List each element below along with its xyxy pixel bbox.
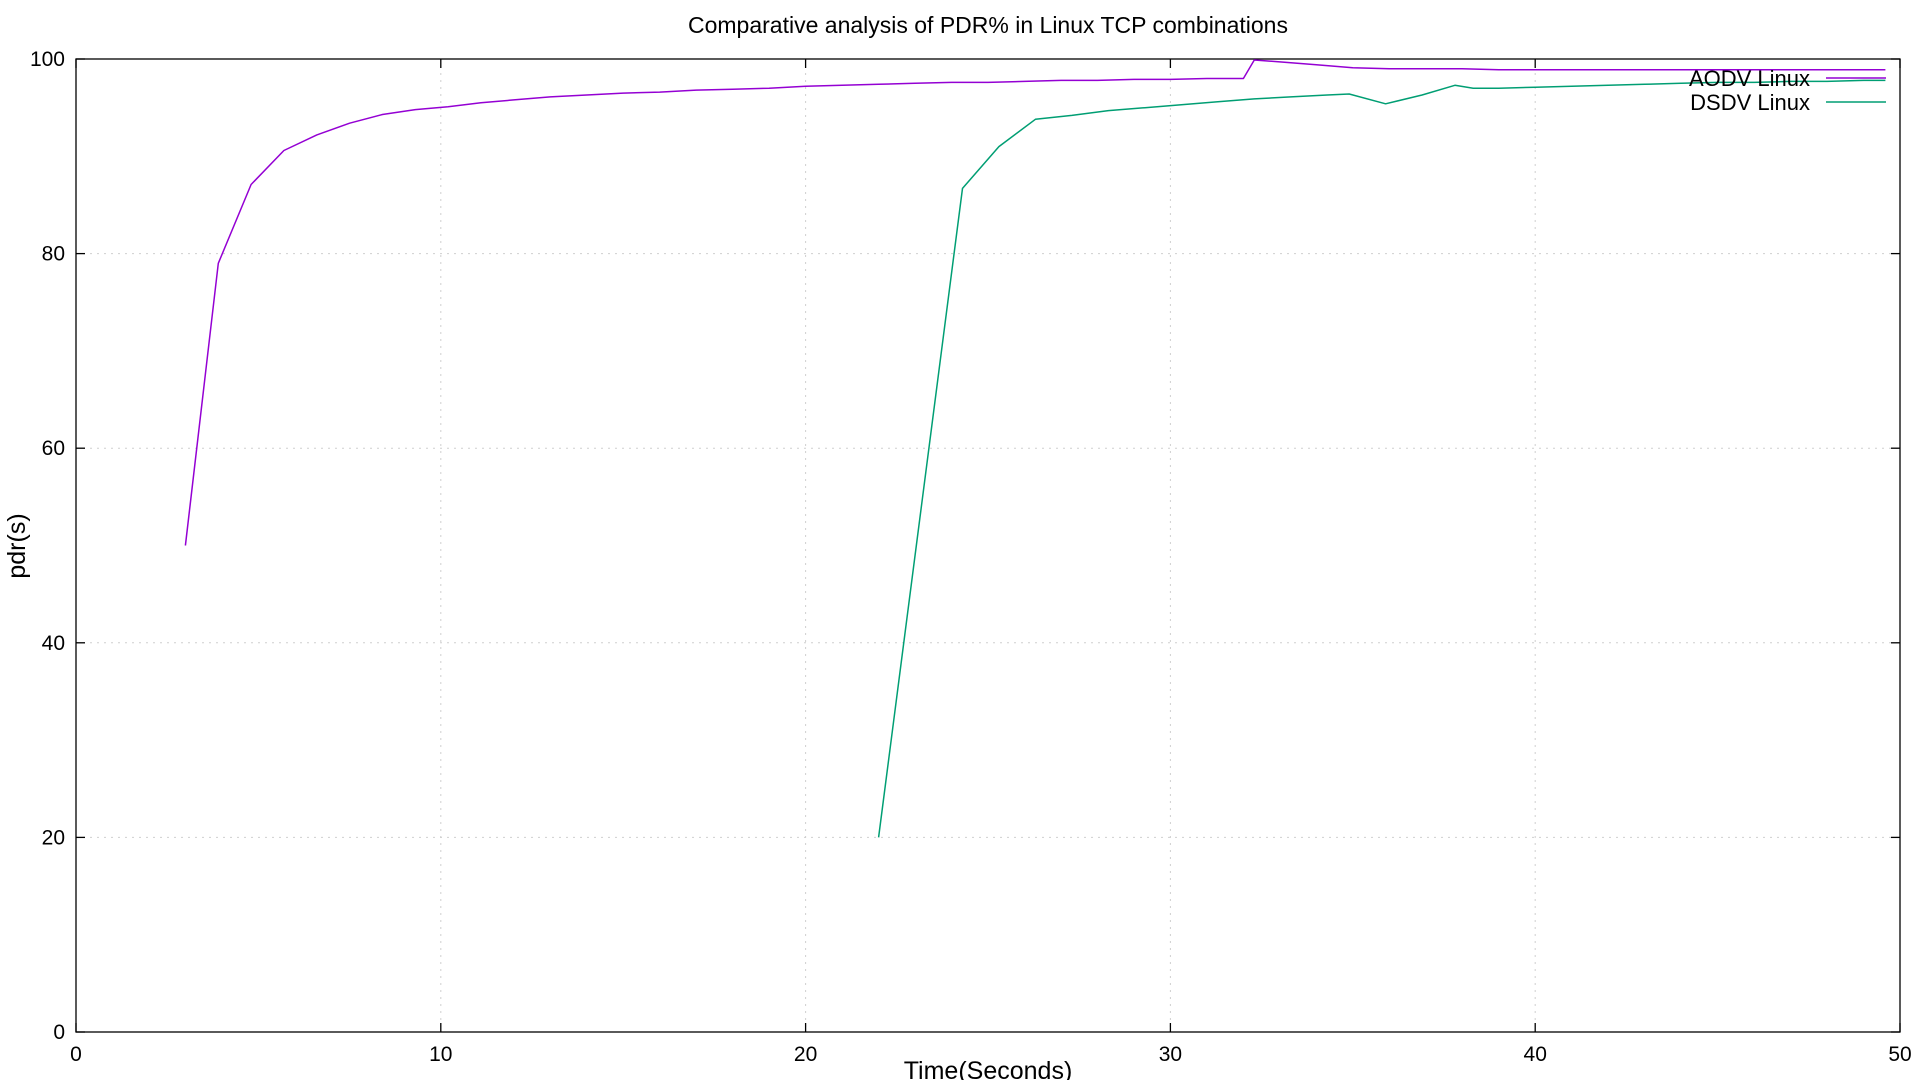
x-tick-label: 20	[794, 1043, 817, 1066]
plot-frame	[75, 58, 1901, 1033]
axis-ticks: 0 10 20 30 40 50 0 20 40 60 80 100	[30, 48, 1912, 1066]
series-line-aodv-linux	[184, 59, 1886, 546]
legend-label: DSDV Linux	[1690, 90, 1810, 115]
y-axis-label: pdr(s)	[3, 513, 31, 578]
y-tick-label: 0	[53, 1021, 65, 1044]
chart-title: Comparative analysis of PDR% in Linux TC…	[688, 12, 1288, 38]
y-tick-label: 40	[42, 632, 65, 655]
x-tick-label: 10	[429, 1043, 452, 1066]
x-tick-label: 30	[1159, 1043, 1182, 1066]
y-tick-label: 60	[42, 437, 65, 460]
grid	[76, 59, 1900, 1032]
x-tick-label: 0	[70, 1043, 82, 1066]
y-tick-label: 80	[42, 243, 65, 266]
legend-label: AODV Linux	[1689, 66, 1810, 91]
y-tick-label: 20	[42, 826, 65, 849]
series-lines	[184, 59, 1886, 838]
series-line-dsdv-linux	[877, 79, 1886, 838]
y-tick-label: 100	[30, 48, 65, 71]
x-tick-label: 40	[1524, 1043, 1547, 1066]
x-tick-label: 50	[1888, 1043, 1911, 1066]
x-axis-label: Time(Seconds)	[904, 1057, 1073, 1080]
